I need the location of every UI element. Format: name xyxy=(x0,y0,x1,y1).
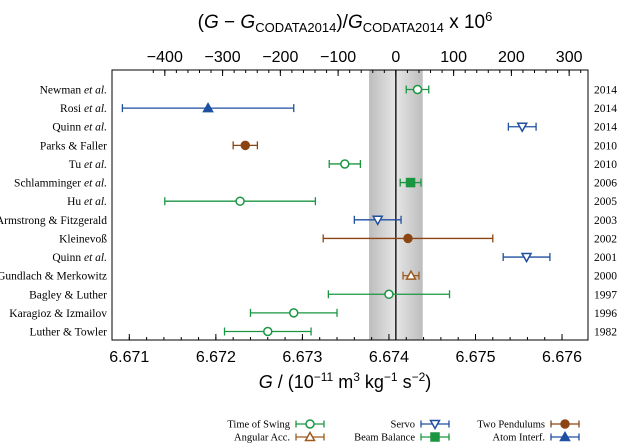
top-tick-label: 300 xyxy=(556,49,583,66)
measurement-label: Tu et al. xyxy=(69,159,107,171)
measurement-1 xyxy=(121,102,295,113)
plot-frame xyxy=(111,69,589,341)
legend-item: Time of Swing xyxy=(227,419,325,431)
measurement-label: Parks & Faller xyxy=(40,140,107,152)
measurement-0 xyxy=(405,84,430,95)
measurement-13 xyxy=(223,326,312,337)
measurement-3 xyxy=(232,140,259,151)
legend-marker xyxy=(559,430,571,442)
data-point xyxy=(340,159,350,169)
top-axis-title: (G − GCODATA2014)/GCODATA2014 x 106 xyxy=(198,9,493,35)
legend-item: Atom Interf. xyxy=(493,430,580,444)
legend-label: Time of Swing xyxy=(227,420,290,431)
measurement-year: 2003 xyxy=(594,215,617,227)
top-tick-label: −400 xyxy=(147,49,183,66)
legend-marker xyxy=(560,419,570,429)
legend-item: Beam Balance xyxy=(354,432,450,444)
measurement-label: Karagioz & Izmailov xyxy=(9,308,107,320)
data-point xyxy=(202,102,214,113)
measurement-year: 2001 xyxy=(594,252,617,264)
measurement-year: 2005 xyxy=(594,196,617,208)
data-point xyxy=(371,215,384,226)
data-point xyxy=(384,289,394,300)
measurement-label: Gundlach & Merkowitz xyxy=(0,271,107,283)
legend-label: Atom Interf. xyxy=(493,433,546,444)
measurement-year: 1997 xyxy=(594,289,617,301)
top-tick-label: 100 xyxy=(440,49,467,66)
legend-item: Servo xyxy=(391,420,450,431)
data-point xyxy=(403,233,413,244)
measurement-7 xyxy=(353,215,402,226)
x-tick-label: 6.676 xyxy=(542,349,582,366)
measurement-2 xyxy=(507,122,537,133)
data-point xyxy=(263,326,273,337)
measurement-year: 2006 xyxy=(594,178,617,190)
measurement-label: Bagley & Luther xyxy=(29,289,107,301)
legend-label: Two Pendulums xyxy=(477,420,545,431)
legend-marker xyxy=(305,419,315,429)
measurement-year: 1996 xyxy=(594,308,617,320)
measurement-6 xyxy=(164,196,317,206)
measurement-8 xyxy=(322,233,494,244)
data-point xyxy=(405,177,416,188)
data-point xyxy=(288,308,299,318)
top-tick-label: 200 xyxy=(498,49,525,66)
measurement-5 xyxy=(399,177,422,188)
measurement-year: 2000 xyxy=(594,271,617,283)
x-tick-label: 6.674 xyxy=(369,349,409,366)
legend-marker xyxy=(429,419,441,431)
axis-ticks: 6.671 6.672 6.673 6.674 6.675 6.676 −400 −300 −2… xyxy=(109,49,582,366)
measurement-year: 2014 xyxy=(594,103,617,115)
measurement-year: 2010 xyxy=(594,159,617,171)
data-point xyxy=(412,84,423,95)
legend-item: Angular Acc. xyxy=(234,430,325,444)
measurement-label: Schlamminger et al. xyxy=(14,178,107,190)
measurement-9 xyxy=(502,252,551,264)
measurement-12 xyxy=(249,308,338,318)
x-axis-title: G / (10−11 m3 kg−1 s−2) xyxy=(259,370,432,392)
measurement-points xyxy=(121,84,551,337)
legend-label: Angular Acc. xyxy=(234,433,290,444)
legend-label: Servo xyxy=(391,420,416,431)
x-tick-label: 6.675 xyxy=(455,349,495,366)
legend-label: Beam Balance xyxy=(354,433,415,444)
measurement-label: Quinn et al. xyxy=(52,252,107,264)
measurement-year: 2014 xyxy=(594,85,617,97)
measurement-label: Rosi et al. xyxy=(60,103,107,115)
measurement-years: 2014 2014 2014 2010 2010 2006 2005 2003 2002 2001… xyxy=(594,85,617,339)
top-tick-label: −200 xyxy=(262,49,298,66)
top-tick-label: 0 xyxy=(391,49,400,66)
measurement-year: 2014 xyxy=(594,122,617,134)
x-tick-label: 6.672 xyxy=(196,349,236,366)
x-tick-label: 6.671 xyxy=(109,349,149,366)
measurement-label: Newman et al. xyxy=(40,85,107,97)
x-tick-label: 6.673 xyxy=(282,349,322,366)
plot-border xyxy=(111,69,589,341)
legend: Time of Swing Angular Acc. Servo Beam Balan… xyxy=(227,419,580,444)
measurement-label: Luther & Towler xyxy=(29,327,107,339)
data-point xyxy=(235,196,245,206)
measurement-label: Armstrong & Fitzgerald xyxy=(0,215,107,227)
measurement-year: 2002 xyxy=(594,233,617,245)
measurement-label: Kleinevoß xyxy=(59,233,107,245)
measurement-year: 2010 xyxy=(594,140,617,152)
measurement-label: Hu et al. xyxy=(67,196,107,208)
data-point xyxy=(405,269,417,280)
measurement-4 xyxy=(328,159,362,169)
measurement-10 xyxy=(402,269,420,280)
axis-labels: (G − GCODATA2014)/GCODATA2014 x 106 G / (… xyxy=(198,9,493,392)
data-point xyxy=(516,122,529,133)
measurement-label: Quinn et al. xyxy=(52,122,107,134)
measurement-year: 1982 xyxy=(594,327,617,339)
legend-item: Two Pendulums xyxy=(477,419,580,431)
data-point xyxy=(520,252,533,264)
data-point xyxy=(240,140,251,151)
legend-marker xyxy=(304,430,316,442)
measurement-labels: Newman et al. Rosi et al. Quinn et al. Park… xyxy=(0,85,107,339)
top-tick-label: −300 xyxy=(205,49,241,66)
top-tick-label: −100 xyxy=(320,49,356,66)
measurement-11 xyxy=(327,289,451,300)
legend-marker xyxy=(430,432,440,442)
